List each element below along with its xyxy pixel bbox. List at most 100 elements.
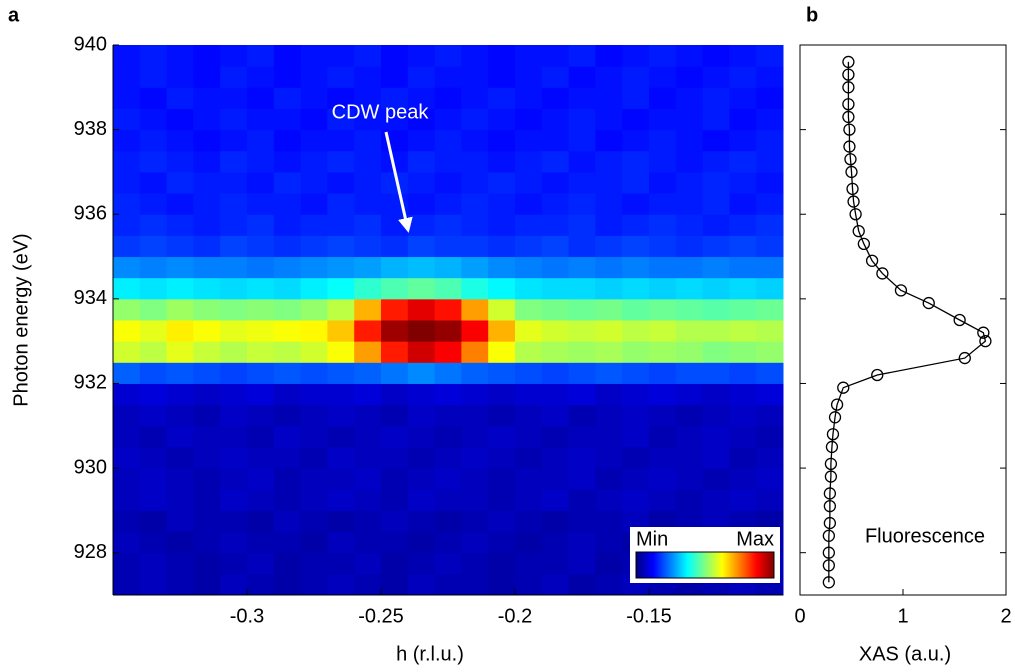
data-point <box>842 55 855 69</box>
heatmap-cell <box>273 108 302 131</box>
heatmap-cell <box>622 468 650 490</box>
heatmap-cell <box>139 87 168 109</box>
heatmap-cell <box>541 510 570 533</box>
data-point <box>865 254 879 267</box>
heatmap-cell <box>407 531 436 554</box>
heatmap-cell <box>193 320 221 342</box>
heatmap-cell <box>595 404 623 427</box>
heatmap-cell <box>381 425 409 448</box>
heatmap-cell <box>649 235 677 258</box>
heatmap-cell <box>702 87 730 109</box>
heatmap-cell <box>273 362 302 384</box>
heatmap-cell <box>354 45 382 67</box>
x-tick-label: -0.25 <box>358 605 404 627</box>
heatmap-cell <box>595 510 623 533</box>
heatmap-cell <box>622 256 650 279</box>
heatmap-cell <box>327 87 355 109</box>
heatmap-cell <box>407 510 436 533</box>
data-point <box>826 428 840 441</box>
heatmap-cell <box>273 446 302 469</box>
heatmap-cell <box>622 108 650 131</box>
heatmap-cell <box>675 362 704 384</box>
heatmap-cell <box>300 510 328 533</box>
heatmap-cell <box>193 341 221 363</box>
heatmap-cell <box>568 341 596 363</box>
heatmap-cell <box>193 150 221 173</box>
y-tick-label: 930 <box>74 456 107 478</box>
heatmap-cell <box>327 341 355 363</box>
heatmap-cell <box>568 531 596 554</box>
heatmap-cell <box>702 510 730 533</box>
heatmap-cell <box>461 193 489 215</box>
heatmap-cell <box>515 362 543 384</box>
heatmap-cell <box>541 171 570 194</box>
heatmap-cell <box>247 256 275 279</box>
heatmap-cell <box>541 193 570 215</box>
heatmap-cell <box>756 45 784 67</box>
heatmap-cell <box>247 66 275 88</box>
heatmap-cell <box>675 193 704 215</box>
heatmap-cell <box>515 235 543 258</box>
heatmap-cell <box>381 256 409 279</box>
heatmap-cell <box>595 573 623 596</box>
heatmap-cell <box>675 510 704 533</box>
heatmap-cell <box>756 87 784 109</box>
heatmap-cell <box>139 45 168 67</box>
heatmap-cell <box>729 510 757 533</box>
heatmap-cell <box>488 468 516 490</box>
heatmap-cell <box>300 425 328 448</box>
heatmap-cell <box>595 129 623 152</box>
heatmap-cell <box>166 171 194 194</box>
heatmap-cell <box>247 277 275 300</box>
heatmap-cell <box>327 256 355 279</box>
heatmap-cell <box>756 446 784 469</box>
heatmap-cell <box>434 108 462 131</box>
heatmap-cell <box>461 341 489 363</box>
heatmap-cell <box>568 256 596 279</box>
heatmap-cell <box>541 45 570 67</box>
heatmap-cell <box>407 235 436 258</box>
heatmap-cell <box>327 129 355 152</box>
heatmap-cell <box>515 552 543 575</box>
heatmap-cell <box>434 531 462 554</box>
heatmap-cell <box>327 446 355 469</box>
heatmap-cell <box>541 150 570 173</box>
heatmap-cell <box>434 404 462 427</box>
heatmap-cell <box>354 320 382 342</box>
heatmap-cell <box>729 425 757 448</box>
x-tick-label: -0.15 <box>626 605 672 627</box>
heatmap-cell <box>273 341 302 363</box>
heatmap-cell <box>595 214 623 236</box>
heatmap-cell <box>702 171 730 194</box>
heatmap-cell <box>113 573 141 596</box>
heatmap-cell <box>515 531 543 554</box>
annotation-arrow <box>384 131 413 233</box>
data-point <box>828 411 842 424</box>
heatmap-cell <box>675 320 704 342</box>
heatmap-cell <box>541 362 570 384</box>
y-axis-title: Photon energy (eV) <box>10 233 32 406</box>
heatmap-cell <box>139 531 168 554</box>
heatmap-cell <box>139 552 168 575</box>
data-point <box>823 487 837 500</box>
heatmap-cell <box>220 446 248 469</box>
heatmap-cell <box>649 298 677 321</box>
heatmap-cell <box>595 362 623 384</box>
heatmap-cell <box>327 298 355 321</box>
heatmap-cell <box>220 66 248 88</box>
heatmap-cell <box>595 193 623 215</box>
heatmap-cell <box>434 510 462 533</box>
heatmap-cell <box>702 108 730 131</box>
heatmap-cell <box>515 256 543 279</box>
heatmap-cell <box>649 129 677 152</box>
heatmap-cell <box>756 510 784 533</box>
data-point <box>876 267 889 280</box>
data-point <box>857 237 871 250</box>
heatmap-cell <box>247 383 275 406</box>
data-point <box>922 296 935 310</box>
x-tick-label: 2 <box>1000 605 1011 627</box>
heatmap-cell <box>568 235 596 258</box>
heatmap-cell <box>273 573 302 596</box>
colorbar-label: Min <box>636 528 668 550</box>
